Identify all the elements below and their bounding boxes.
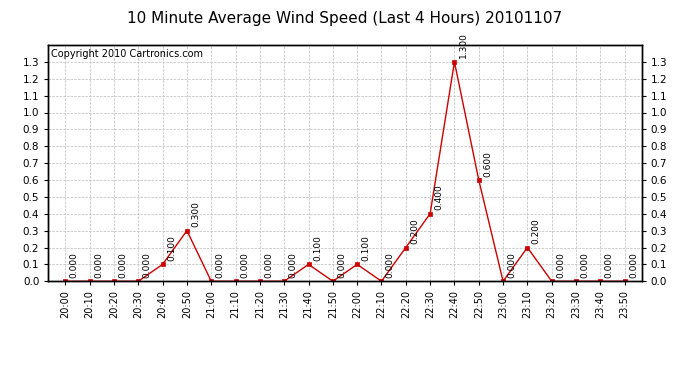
Text: 0.000: 0.000	[580, 252, 589, 278]
Text: 0.000: 0.000	[604, 252, 613, 278]
Text: 0.000: 0.000	[240, 252, 249, 278]
Text: Copyright 2010 Cartronics.com: Copyright 2010 Cartronics.com	[51, 48, 204, 58]
Text: 0.000: 0.000	[556, 252, 565, 278]
Text: 0.000: 0.000	[507, 252, 516, 278]
Text: 0.000: 0.000	[70, 252, 79, 278]
Text: 0.000: 0.000	[119, 252, 128, 278]
Text: 0.200: 0.200	[410, 218, 420, 244]
Text: 0.000: 0.000	[337, 252, 346, 278]
Text: 0.200: 0.200	[532, 218, 541, 244]
Text: 1.300: 1.300	[459, 33, 468, 58]
Text: 0.000: 0.000	[288, 252, 297, 278]
Text: 0.100: 0.100	[313, 235, 322, 261]
Text: 0.000: 0.000	[629, 252, 638, 278]
Text: 0.400: 0.400	[435, 184, 444, 210]
Text: 0.000: 0.000	[215, 252, 225, 278]
Text: 0.600: 0.600	[483, 151, 492, 177]
Text: 0.300: 0.300	[191, 201, 200, 227]
Text: 0.000: 0.000	[143, 252, 152, 278]
Text: 0.100: 0.100	[167, 235, 176, 261]
Text: 10 Minute Average Wind Speed (Last 4 Hours) 20101107: 10 Minute Average Wind Speed (Last 4 Hou…	[128, 11, 562, 26]
Text: 0.000: 0.000	[94, 252, 103, 278]
Text: 0.000: 0.000	[264, 252, 273, 278]
Text: 0.000: 0.000	[386, 252, 395, 278]
Text: 0.100: 0.100	[362, 235, 371, 261]
